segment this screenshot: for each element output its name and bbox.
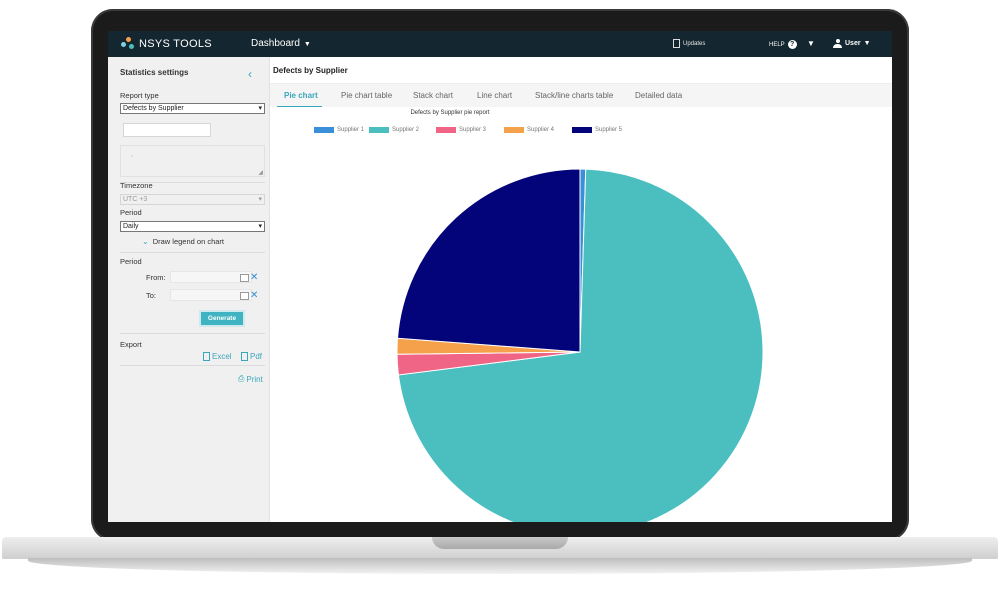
caret-down-icon: ▼ — [303, 41, 311, 48]
chart-tabs: Pie chart Pie chart table Stack chart Li… — [270, 84, 892, 107]
chart-title: Defects by Supplier pie report — [410, 110, 490, 116]
report-notes-textarea[interactable]: · ◢ — [120, 145, 265, 177]
nav-dashboard-label: Dashboard — [251, 38, 300, 49]
from-date-input[interactable] — [170, 271, 252, 283]
print-label: Print — [246, 374, 263, 384]
top-navbar: NSYS TOOLS Dashboard ▼ Updates HELP ? ▼ U… — [108, 31, 892, 57]
generate-button[interactable]: Generate — [199, 310, 245, 327]
legend-label: Supplier 3 — [459, 127, 487, 133]
help-link[interactable]: HELP ? — [769, 40, 797, 49]
legend-item[interactable]: Supplier 3 — [436, 127, 486, 133]
legend-label: Supplier 5 — [595, 127, 623, 133]
pdf-file-icon — [241, 352, 248, 361]
pie-chart — [396, 168, 764, 522]
period-select[interactable]: Daily ▾ — [120, 221, 265, 232]
print-icon: ⎙ — [238, 374, 245, 383]
report-type-select[interactable]: Defects by Supplier ▾ — [120, 103, 265, 114]
calendar-icon[interactable] — [240, 292, 249, 300]
pdf-label: Pdf — [250, 352, 263, 361]
legend-swatch — [314, 127, 334, 133]
tab-detailed-data[interactable]: Detailed data — [635, 91, 683, 100]
user-menu[interactable]: User ▼ — [833, 39, 871, 48]
calendar-icon[interactable] — [240, 274, 249, 282]
clear-icon[interactable]: ✕ — [250, 290, 259, 301]
export-pdf-link[interactable]: Pdf — [241, 352, 262, 361]
resize-grip-icon[interactable]: ◢ — [258, 170, 263, 176]
tab-line-chart[interactable]: Line chart — [477, 91, 513, 100]
report-title: Defects by Supplier — [273, 66, 348, 75]
active-tab-indicator — [277, 106, 322, 107]
statistics-settings-sidebar: Statistics settings ‹ Report type Defect… — [108, 57, 270, 522]
export-excel-link[interactable]: Excel — [203, 352, 232, 361]
legend-item[interactable]: Supplier 1 — [314, 127, 364, 133]
draw-legend-label: Draw legend on chart — [152, 237, 224, 246]
timezone-select[interactable]: UTC +3 ▾ — [120, 194, 265, 205]
chevron-down-icon: ⌄ — [142, 237, 149, 246]
legend-swatch — [504, 127, 524, 133]
nav-dashboard-menu[interactable]: Dashboard ▼ — [251, 38, 311, 49]
help-label: HELP — [769, 41, 785, 48]
period-label: Period — [120, 208, 142, 217]
tab-stack-chart[interactable]: Stack chart — [413, 91, 454, 100]
report-type-value: Defects by Supplier — [123, 105, 184, 112]
help-icon: ? — [787, 40, 797, 49]
user-label: User — [845, 40, 861, 47]
filter-icon[interactable]: ▼ — [807, 39, 815, 48]
divider — [120, 252, 265, 253]
report-main-panel: Defects by Supplier Pie chart Pie chart … — [270, 57, 892, 522]
period-value: Daily — [123, 223, 139, 230]
legend-item[interactable]: Supplier 2 — [369, 127, 419, 133]
app-logo[interactable]: NSYS TOOLS — [121, 37, 212, 51]
legend-swatch — [572, 127, 592, 133]
excel-label: Excel — [212, 352, 232, 361]
legend-item[interactable]: Supplier 4 — [504, 127, 554, 133]
from-label: From: — [146, 273, 166, 282]
tab-pie-chart-table[interactable]: Pie chart table — [341, 91, 393, 100]
legend-label: Supplier 4 — [527, 127, 555, 133]
tab-pie-chart[interactable]: Pie chart — [284, 91, 318, 100]
updates-label: Updates — [683, 40, 706, 47]
report-filter-input[interactable] — [123, 123, 211, 137]
select-chevron-icon: ▾ — [258, 223, 262, 230]
updates-link[interactable]: Updates — [673, 39, 705, 48]
laptop-notch — [432, 537, 568, 549]
select-chevron-icon: ▾ — [258, 196, 262, 203]
timezone-value: UTC +3 — [123, 196, 148, 203]
laptop-base-bottom — [28, 558, 972, 574]
legend-label: Supplier 2 — [392, 127, 420, 133]
to-date-input[interactable] — [170, 289, 252, 301]
to-label: To: — [146, 291, 157, 300]
select-chevron-icon: ▾ — [258, 105, 262, 112]
excel-file-icon — [203, 352, 210, 361]
caret-down-icon: ▼ — [863, 40, 871, 47]
document-icon — [673, 39, 680, 48]
legend-swatch — [436, 127, 456, 133]
report-type-label: Report type — [120, 91, 159, 100]
pie-slice-supplier-5[interactable] — [396, 168, 581, 353]
draw-legend-toggle[interactable]: ⌄ Draw legend on chart — [142, 237, 224, 246]
logo-icon — [121, 37, 135, 51]
export-label: Export — [120, 340, 142, 349]
timezone-label: Timezone — [120, 181, 153, 190]
pie-slice-supplier-2[interactable] — [397, 168, 764, 522]
clear-icon[interactable]: ✕ — [250, 272, 259, 283]
period2-label: Period — [120, 257, 142, 266]
divider — [120, 182, 265, 183]
report-header: Defects by Supplier — [270, 57, 892, 84]
legend-item[interactable]: Supplier 5 — [572, 127, 622, 133]
app-screen: NSYS TOOLS Dashboard ▼ Updates HELP ? ▼ U… — [108, 31, 892, 522]
logo-text: NSYS TOOLS — [139, 38, 212, 50]
legend-label: Supplier 1 — [337, 127, 365, 133]
tab-stack-line-charts-table[interactable]: Stack/line charts table — [535, 91, 614, 100]
textarea-cursor: · — [131, 153, 134, 160]
user-icon — [833, 39, 842, 48]
collapse-chevron-icon[interactable]: ‹ — [248, 67, 252, 81]
print-link[interactable]: ⎙ Print — [238, 374, 263, 384]
sidebar-title: Statistics settings — [120, 68, 189, 77]
divider — [120, 333, 265, 334]
legend-swatch — [369, 127, 389, 133]
divider — [120, 365, 265, 366]
